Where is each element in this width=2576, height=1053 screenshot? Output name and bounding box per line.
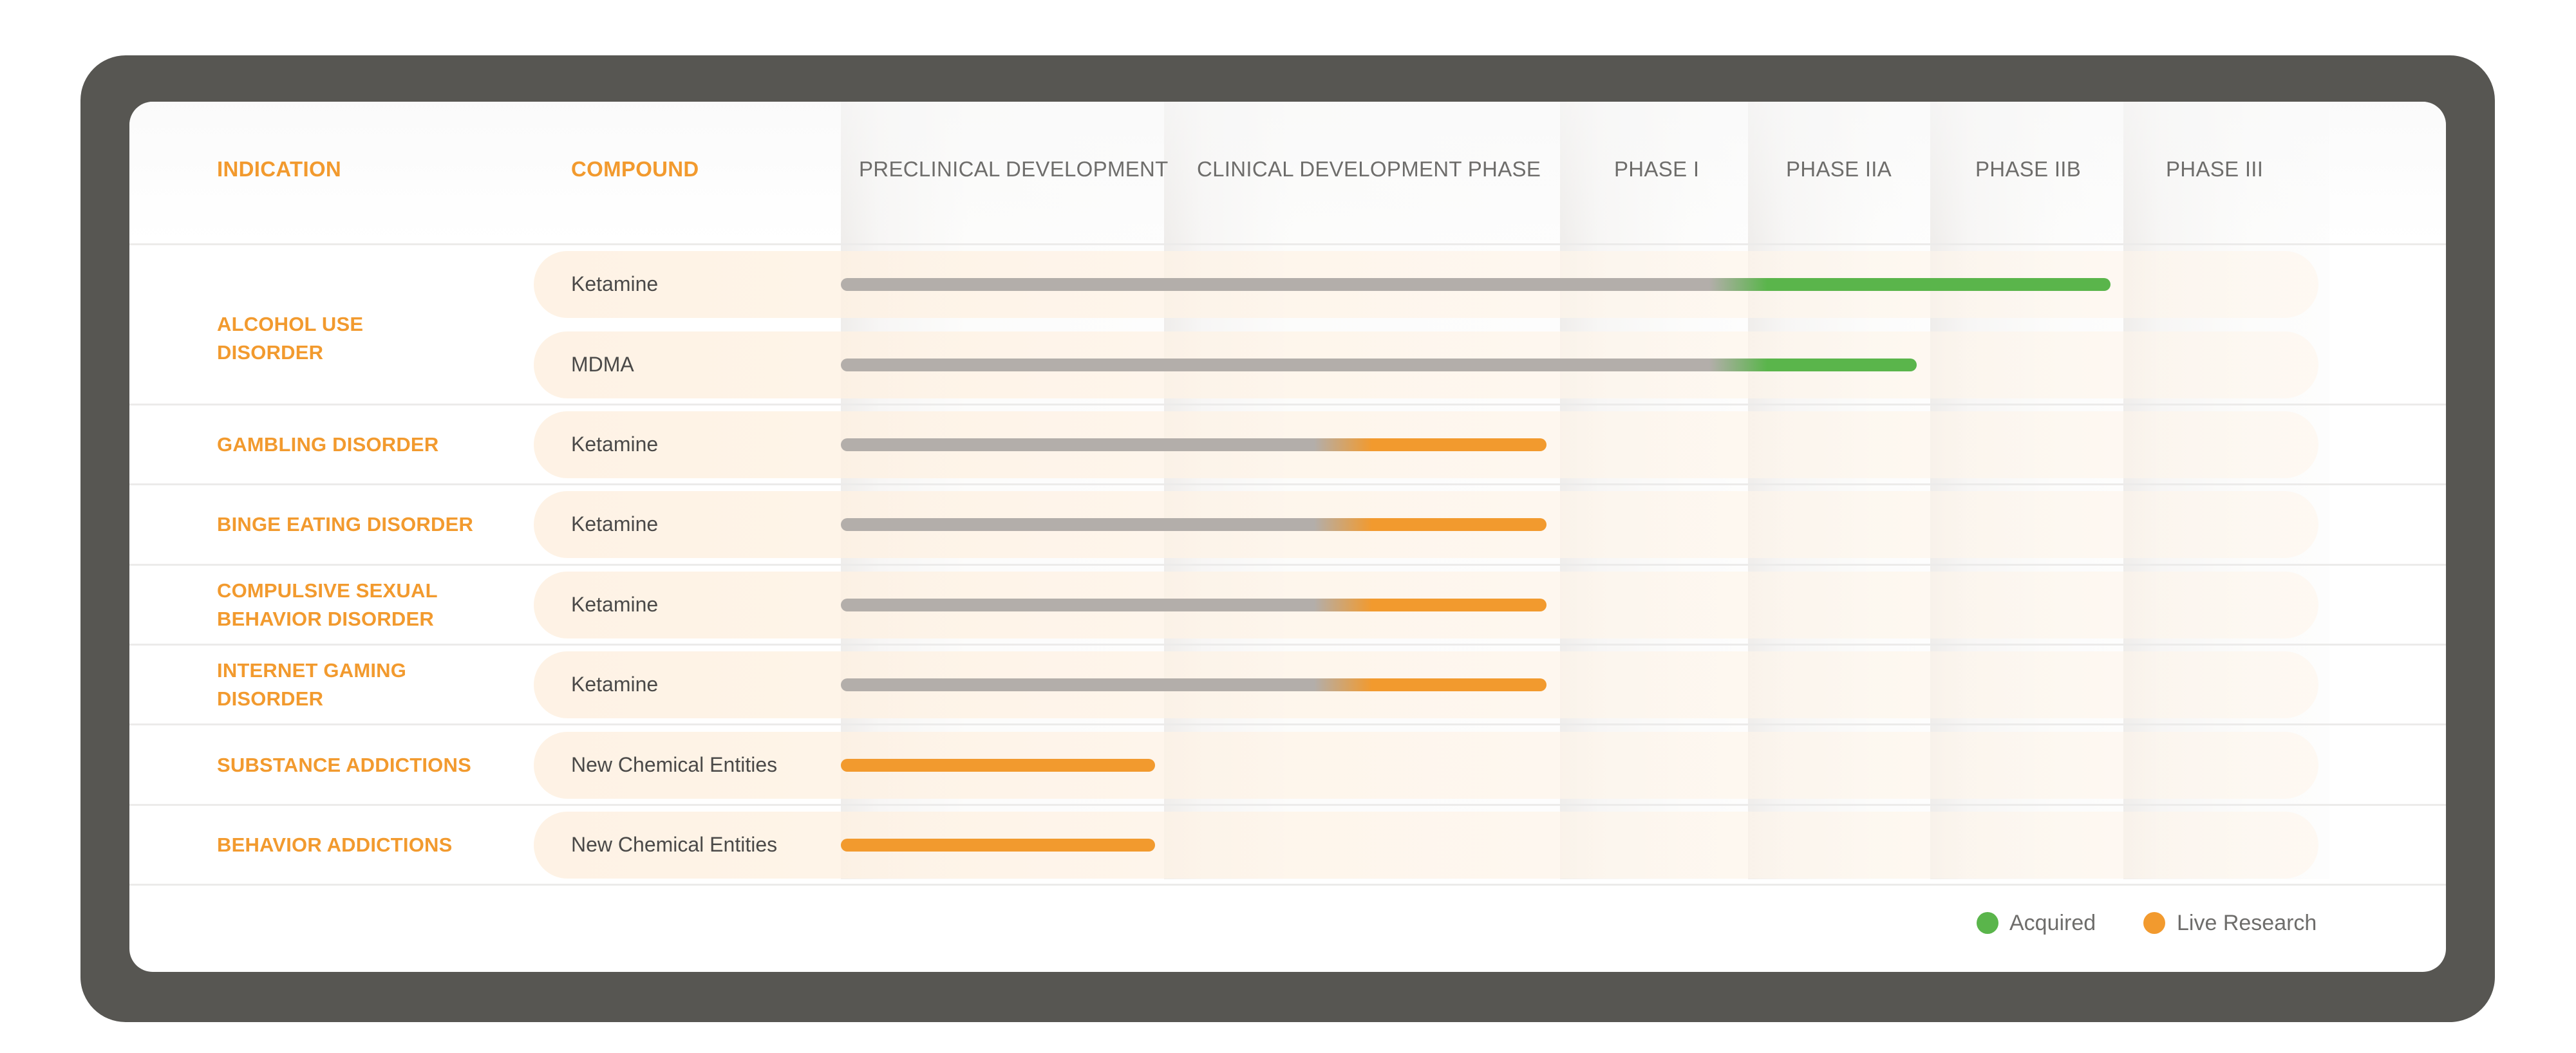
indication-label: ALCOHOL USE DISORDER: [217, 313, 364, 364]
header-phase-preclinical: PRECLINICAL DEVELOPMENT: [859, 157, 1169, 181]
divider-line: [129, 403, 2446, 405]
compound-label: MDMA: [571, 352, 634, 376]
legend-acquired: Acquired: [2009, 911, 2096, 935]
header-phase-1: PHASE I: [1614, 157, 1700, 181]
indication-label: SUBSTANCE ADDICTIONS: [217, 753, 471, 776]
header-phase-clinical: CLINICAL DEVELOPMENT PHASE: [1197, 157, 1541, 181]
indication-label: BINGE EATING DISORDER: [217, 513, 474, 536]
progress-bar: [841, 518, 1547, 532]
progress-bar: [841, 598, 1547, 611]
header-phase-3: PHASE III: [2166, 157, 2264, 181]
indication-label: COMPULSIVE SEXUAL BEHAVIOR DISORDER: [217, 579, 438, 630]
divider-line: [129, 803, 2446, 806]
header-indication: INDICATION: [217, 157, 342, 181]
live-research-dot-icon: [2143, 912, 2165, 934]
divider-line: [129, 243, 2446, 245]
compound-label: Ketamine: [571, 673, 659, 696]
header-compound: COMPOUND: [571, 157, 699, 181]
progress-bar: [841, 358, 1917, 371]
acquired-dot-icon: [1977, 912, 1998, 934]
indication-label: GAMBLING DISORDER: [217, 433, 439, 456]
header-phase-2b: PHASE IIB: [1975, 157, 2082, 181]
progress-bar: [841, 278, 2111, 292]
legend-live-research: Live Research: [2177, 911, 2317, 935]
indication-label: INTERNET GAMING DISORDER: [217, 659, 407, 711]
compound-label: Ketamine: [571, 512, 659, 536]
indication-label: BEHAVIOR ADDICTIONS: [217, 834, 453, 856]
header-phase-2a: PHASE IIA: [1786, 157, 1892, 181]
compound-row-pill: [534, 812, 2318, 879]
divider-line: [129, 563, 2446, 566]
progress-bar: [841, 839, 1155, 852]
compound-label: New Chemical Entities: [571, 833, 778, 856]
compound-label: Ketamine: [571, 592, 659, 616]
header-band: [129, 102, 2446, 243]
compound-label: Ketamine: [571, 272, 659, 296]
pipeline-panel: INDICATION COMPOUND PRECLINICAL DEVELOPM…: [129, 102, 2446, 972]
progress-bar: [841, 758, 1155, 772]
progress-bar: [841, 438, 1547, 451]
compound-label: Ketamine: [571, 433, 659, 456]
divider-line: [129, 723, 2446, 726]
compound-row-pill: [534, 731, 2318, 799]
progress-bar: [841, 678, 1547, 692]
divider-line: [129, 644, 2446, 646]
divider-line: [129, 483, 2446, 486]
compound-label: New Chemical Entities: [571, 752, 778, 776]
divider-line: [129, 884, 2446, 886]
